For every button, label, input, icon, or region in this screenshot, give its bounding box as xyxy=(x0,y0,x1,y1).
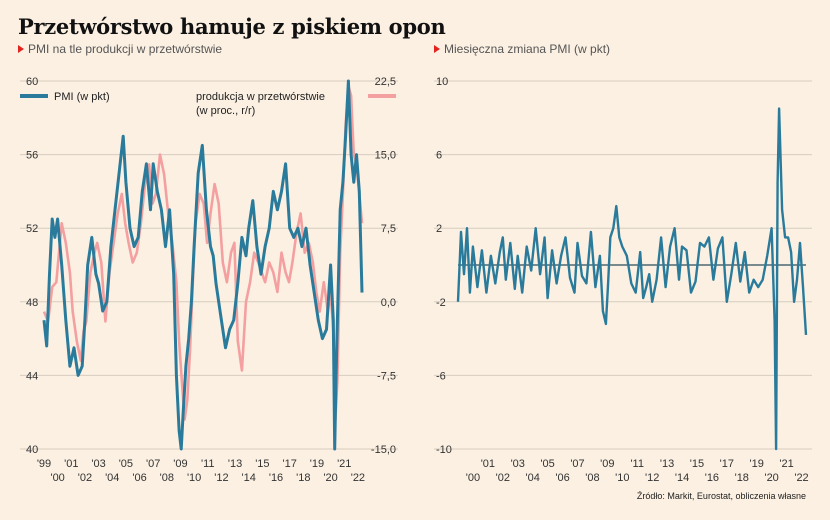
right-x-tick-label: '17 xyxy=(720,458,734,470)
left-x-tick-label: '11 xyxy=(201,458,215,470)
pmi-change-series-line xyxy=(456,107,808,451)
page-title: Przetwórstwo hamuje z piskiem opon xyxy=(18,14,446,39)
left-x-tick-label: '02 xyxy=(78,472,92,484)
right-x-tick-label: '08 xyxy=(585,472,599,484)
production-series-line xyxy=(42,84,364,421)
left-x-tick-label: '16 xyxy=(269,472,283,484)
right-x-tick-label: '12 xyxy=(645,472,659,484)
left-x-tick-label: '04 xyxy=(105,472,119,484)
right-x-tick-label: '21 xyxy=(779,458,793,470)
left-y-tick-label: 48 xyxy=(26,297,38,309)
source-note: Źródło: Markit, Eurostat, obliczenia wła… xyxy=(636,491,806,501)
right-y-tick-label: 15,0 xyxy=(375,150,396,162)
left-x-tick-label: '20 xyxy=(323,472,337,484)
right-chart-subtitle: Miesięczna zmiana PMI (w pkt) xyxy=(434,42,610,56)
right-x-tick-label: '06 xyxy=(555,472,569,484)
left-x-tick-label: '15 xyxy=(255,458,269,470)
right-x-tick-label: '01 xyxy=(481,458,495,470)
right-y-tick-label: -15,0 xyxy=(371,444,396,456)
left-x-tick-label: '99 xyxy=(37,458,51,470)
right-x-tick-label: '00 xyxy=(466,472,480,484)
right-chart-y-tick-label: -2 xyxy=(436,297,446,309)
right-x-tick-label: '18 xyxy=(735,472,749,484)
left-x-tick-label: '22 xyxy=(351,472,365,484)
right-x-tick-label: '04 xyxy=(526,472,540,484)
left-x-tick-label: '09 xyxy=(173,458,187,470)
left-x-tick-label: '10 xyxy=(187,472,201,484)
right-chart-y-tick-label: 6 xyxy=(436,150,442,162)
right-x-tick-label: '10 xyxy=(615,472,629,484)
legend-pmi-label: PMI (w pkt) xyxy=(54,91,110,103)
right-x-tick-label: '05 xyxy=(540,458,554,470)
triangle-marker-icon xyxy=(434,45,440,53)
right-chart-y-tick-label: 10 xyxy=(436,76,448,88)
right-x-tick-label: '03 xyxy=(511,458,525,470)
left-x-tick-label: '14 xyxy=(242,472,256,484)
left-x-tick-label: '05 xyxy=(119,458,133,470)
left-y-tick-label: 56 xyxy=(26,150,38,162)
legend-production-label-2: (w proc., r/r) xyxy=(196,105,255,117)
left-x-tick-label: '21 xyxy=(337,458,351,470)
right-x-tick-label: '09 xyxy=(600,458,614,470)
right-x-tick-label: '02 xyxy=(496,472,510,484)
left-y-tick-label: 40 xyxy=(26,444,38,456)
right-x-tick-label: '14 xyxy=(675,472,689,484)
left-x-tick-label: '01 xyxy=(64,458,78,470)
left-chart-subtitle: PMI na tle produkcji w przetwórstwie xyxy=(18,42,222,56)
right-y-tick-label: -7,5 xyxy=(377,370,396,382)
left-x-tick-label: '18 xyxy=(296,472,310,484)
left-x-tick-label: '03 xyxy=(91,458,105,470)
right-x-tick-label: '20 xyxy=(764,472,778,484)
left-x-tick-label: '19 xyxy=(310,458,324,470)
left-y-tick-label: 60 xyxy=(26,76,38,88)
right-y-tick-label: 7,5 xyxy=(381,223,396,235)
left-x-tick-label: '12 xyxy=(214,472,228,484)
right-x-tick-label: '07 xyxy=(570,458,584,470)
left-x-tick-label: '17 xyxy=(282,458,296,470)
triangle-marker-icon xyxy=(18,45,24,53)
right-subtitle-text: Miesięczna zmiana PMI (w pkt) xyxy=(444,42,611,56)
right-x-tick-label: '15 xyxy=(690,458,704,470)
right-y-tick-label: 0,0 xyxy=(381,297,396,309)
left-x-tick-label: '06 xyxy=(132,472,146,484)
right-y-tick-label: 22,5 xyxy=(375,76,396,88)
left-subtitle-text: PMI na tle produkcji w przetwórstwie xyxy=(28,42,223,56)
legend-production-label: produkcja w przetwórstwie xyxy=(196,91,325,103)
right-x-tick-label: '16 xyxy=(705,472,719,484)
left-y-tick-label: 52 xyxy=(26,223,38,235)
right-x-tick-label: '13 xyxy=(660,458,674,470)
right-x-tick-label: '19 xyxy=(750,458,764,470)
left-y-tick-label: 44 xyxy=(26,370,38,382)
right-chart-y-tick-label: 2 xyxy=(436,223,442,235)
left-x-tick-label: '13 xyxy=(228,458,242,470)
right-x-tick-label: '11 xyxy=(630,458,644,470)
left-x-tick-label: '00 xyxy=(50,472,64,484)
pmi-series-line xyxy=(42,79,364,451)
right-chart-y-tick-label: -6 xyxy=(436,370,446,382)
right-x-tick-label: '22 xyxy=(794,472,808,484)
left-x-tick-label: '08 xyxy=(160,472,174,484)
left-x-tick-label: '07 xyxy=(146,458,160,470)
right-chart-y-tick-label: -10 xyxy=(436,444,452,456)
